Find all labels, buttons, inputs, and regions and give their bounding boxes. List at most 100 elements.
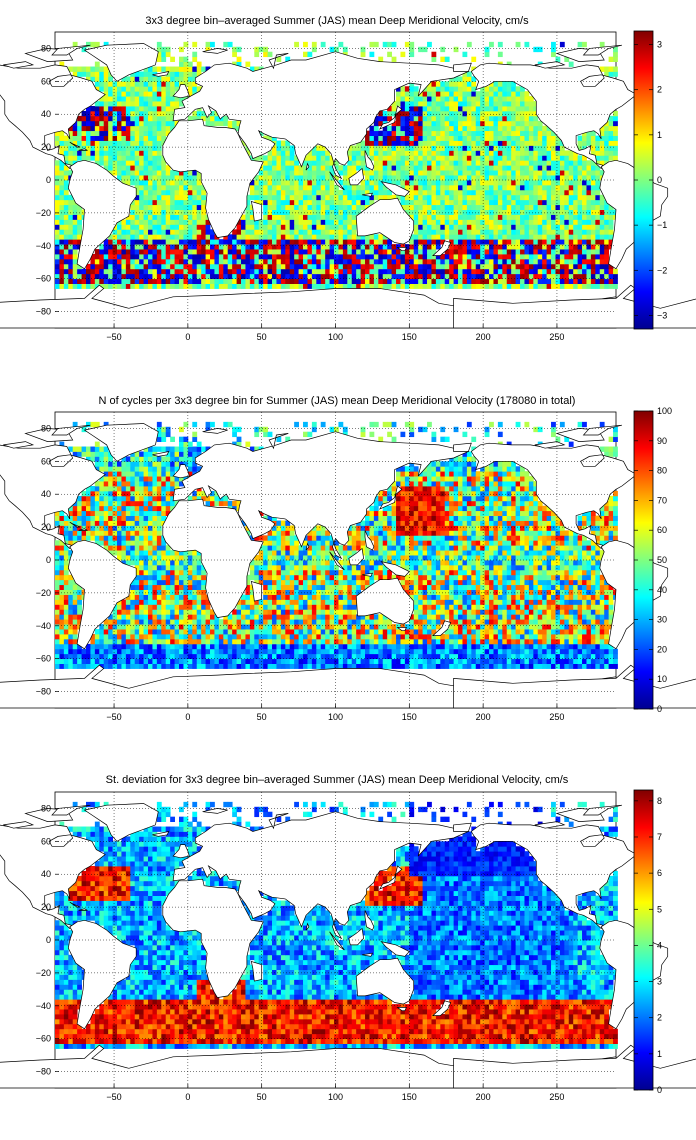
heatmap-cell <box>493 658 499 664</box>
heatmap-cell <box>524 638 530 645</box>
heatmap-cell <box>280 189 286 196</box>
heatmap-cell <box>453 658 459 664</box>
heatmap-cell <box>604 209 610 215</box>
heatmap-cell <box>90 120 96 127</box>
heatmap-cell <box>227 244 233 250</box>
heatmap-cell <box>382 643 388 650</box>
heatmap-cell <box>179 76 184 82</box>
heatmap-cell <box>170 268 175 275</box>
heatmap-cell <box>427 273 432 280</box>
heatmap-cell <box>161 229 167 235</box>
heatmap-cell <box>466 175 472 181</box>
heatmap-cell <box>458 120 463 127</box>
heatmap-cell <box>294 194 299 201</box>
heatmap-cell <box>462 86 468 92</box>
heatmap-cell <box>382 110 388 117</box>
heatmap-cell <box>449 180 455 186</box>
heatmap-cell <box>533 663 539 669</box>
heatmap-cell <box>241 648 246 655</box>
heatmap-cell <box>444 180 450 186</box>
heatmap-cell <box>272 283 277 289</box>
heatmap-cell <box>480 91 486 97</box>
heatmap-cell <box>86 278 91 284</box>
heatmap-cell <box>435 278 441 284</box>
coastline <box>582 44 622 56</box>
heatmap-cell <box>223 120 229 127</box>
heatmap-cell <box>112 273 118 280</box>
heatmap-cell <box>440 648 446 655</box>
heatmap-cell <box>311 175 317 181</box>
heatmap-cell <box>156 278 162 284</box>
heatmap-cell <box>214 258 220 265</box>
heatmap-cell <box>338 648 344 655</box>
heatmap-cell <box>121 110 127 117</box>
heatmap-cell <box>143 81 149 87</box>
heatmap-cell <box>68 278 74 284</box>
heatmap-cell <box>103 165 109 171</box>
heatmap-cell <box>462 194 468 201</box>
heatmap-cell <box>108 125 113 132</box>
heatmap-cell <box>303 165 308 171</box>
gridlines-mean <box>55 32 616 328</box>
heatmap-cell <box>108 258 113 265</box>
heatmap-cell <box>471 96 477 102</box>
heatmap-cell <box>165 175 171 181</box>
heatmap-cell <box>289 653 295 660</box>
heatmap-cell <box>387 249 392 255</box>
heatmap-cell <box>134 160 140 166</box>
heatmap-cell <box>511 140 517 146</box>
heatmap-cell <box>475 658 481 664</box>
heatmap-cell <box>480 658 486 664</box>
heatmap-cell <box>444 254 450 260</box>
heatmap-cell <box>458 268 463 275</box>
heatmap-cell <box>121 165 127 171</box>
heatmap-cell <box>568 160 574 166</box>
heatmap-cell <box>227 234 233 240</box>
heatmap-cell <box>338 239 344 245</box>
heatmap-cell <box>564 184 570 191</box>
heatmap-cell <box>311 663 317 669</box>
heatmap-cell <box>276 638 282 645</box>
heatmap-cell <box>471 194 477 201</box>
heatmap-cell <box>404 106 410 112</box>
heatmap-cell <box>413 184 419 191</box>
heatmap-cell <box>81 663 87 669</box>
heatmap-cell <box>595 224 601 230</box>
heatmap-cell <box>435 204 441 210</box>
heatmap-cell <box>458 199 463 206</box>
heatmap-cell <box>99 96 105 102</box>
heatmap-cell <box>210 258 215 265</box>
heatmap-cell <box>72 268 78 275</box>
heatmap-cell <box>373 653 379 660</box>
heatmap-cell <box>365 234 370 240</box>
heatmap-cell <box>524 194 530 201</box>
heatmap-cell <box>196 278 202 284</box>
heatmap-cell <box>108 145 113 151</box>
heatmap-cell <box>475 204 481 210</box>
heatmap-cell <box>528 254 534 260</box>
heatmap-cell <box>258 278 264 284</box>
heatmap-cell <box>387 643 392 650</box>
heatmap-cell <box>427 224 432 230</box>
heatmap-cell <box>365 239 370 245</box>
heatmap-cell <box>108 120 113 127</box>
heatmap-cell <box>404 653 410 660</box>
heatmap-cell <box>108 86 113 92</box>
heatmap-cell <box>303 653 308 660</box>
heatmap-cell <box>356 653 361 660</box>
heatmap-cell <box>573 663 579 669</box>
heatmap-cell <box>369 170 375 176</box>
heatmap-cell <box>179 66 184 72</box>
heatmap-cell <box>205 46 211 53</box>
heatmap-cell <box>121 180 127 186</box>
heatmap-cell <box>528 120 534 127</box>
heatmap-cell <box>573 209 579 215</box>
heatmap-cell <box>453 140 459 146</box>
heatmap-cell <box>528 130 534 136</box>
heatmap-cell <box>542 638 548 645</box>
heatmap-cell <box>294 273 299 280</box>
heatmap-cell <box>94 66 100 72</box>
heatmap-cell <box>143 194 149 201</box>
heatmap-cell <box>148 209 153 215</box>
heatmap-cell <box>320 254 326 260</box>
